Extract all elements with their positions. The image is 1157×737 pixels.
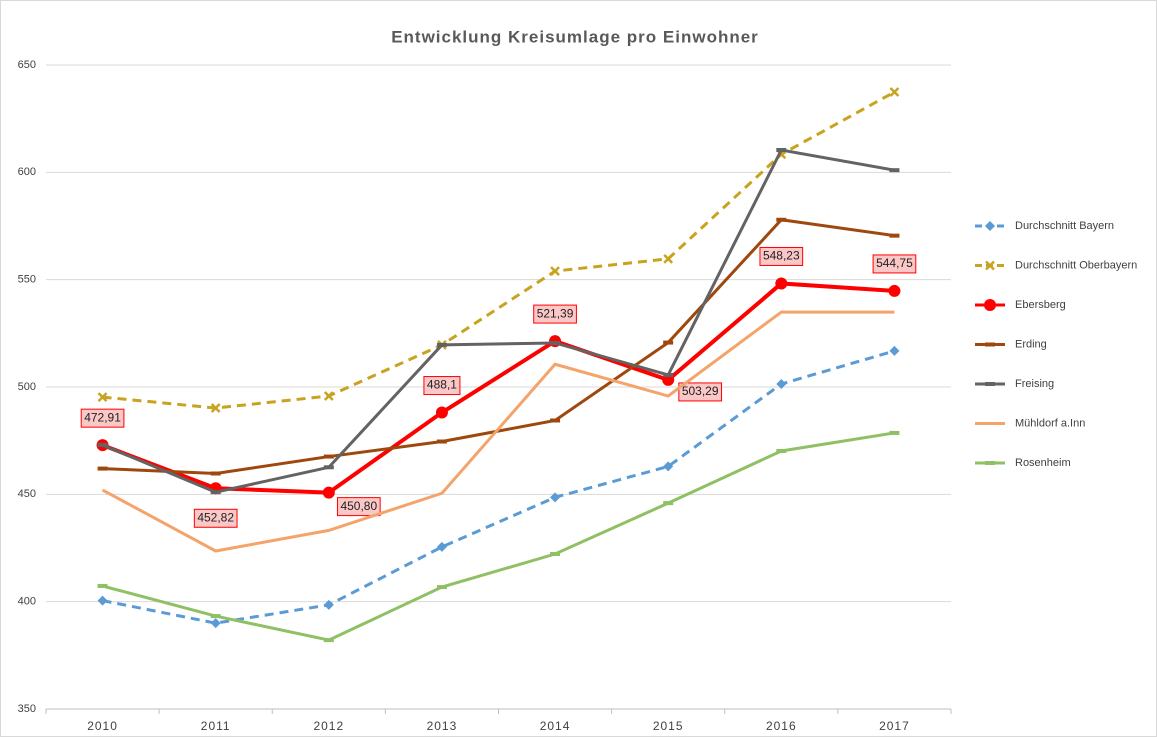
legend-label: Durchschnitt Bayern bbox=[1015, 220, 1114, 232]
x-tick-label: 2011 bbox=[201, 719, 231, 733]
y-tick-label: 550 bbox=[18, 274, 36, 286]
data-label-box bbox=[80, 408, 125, 428]
x-tick-label: 2010 bbox=[87, 719, 118, 733]
series-line bbox=[102, 90, 896, 410]
marker bbox=[550, 266, 560, 276]
legend-entry: Rosenheim bbox=[975, 457, 1071, 469]
marker bbox=[663, 461, 674, 472]
legend-entry: Erding bbox=[975, 338, 1047, 350]
y-tick-label: 600 bbox=[18, 166, 36, 178]
legend-entry: Durchschnitt Oberbayern bbox=[975, 259, 1137, 271]
data-label: 472,91 bbox=[84, 410, 121, 424]
series-line bbox=[102, 431, 895, 642]
marker bbox=[436, 541, 447, 552]
series bbox=[97, 87, 900, 413]
y-tick-label: 450 bbox=[18, 488, 36, 500]
legend-entry: Ebersberg bbox=[975, 299, 1066, 311]
x-tick-label: 2014 bbox=[540, 719, 571, 733]
series bbox=[97, 148, 900, 495]
series-line bbox=[101, 310, 895, 553]
marker bbox=[985, 260, 995, 271]
marker bbox=[776, 378, 787, 389]
data-label-box bbox=[423, 376, 461, 396]
data-label: 521,39 bbox=[537, 306, 574, 320]
data-label-box bbox=[678, 382, 723, 402]
data-label-box bbox=[193, 508, 238, 528]
data-label: 452,82 bbox=[197, 510, 234, 524]
legend-label: Mühldorf a.Inn bbox=[1015, 417, 1085, 429]
data-label: 503,29 bbox=[682, 384, 719, 398]
marker bbox=[984, 299, 996, 311]
marker bbox=[97, 392, 108, 402]
data-label-box bbox=[872, 254, 917, 274]
series bbox=[97, 430, 900, 643]
y-tick-label: 650 bbox=[18, 59, 36, 71]
legend-entry: Mühldorf a.Inn bbox=[975, 417, 1085, 429]
marker bbox=[323, 599, 334, 610]
data-label: 544,75 bbox=[876, 256, 913, 270]
marker bbox=[775, 277, 788, 290]
marker bbox=[889, 345, 900, 356]
x-tick-label: 2017 bbox=[879, 719, 910, 733]
marker bbox=[888, 284, 901, 297]
series bbox=[101, 310, 895, 553]
chart-title: Entwicklung Kreisumlage pro Einwohner bbox=[391, 27, 759, 46]
marker bbox=[97, 595, 108, 606]
marker bbox=[322, 486, 335, 499]
marker bbox=[985, 221, 995, 231]
legend-label: Ebersberg bbox=[1015, 299, 1066, 311]
series bbox=[97, 345, 900, 629]
legend-label: Rosenheim bbox=[1015, 457, 1071, 469]
x-tick-label: 2015 bbox=[653, 719, 684, 733]
marker bbox=[550, 492, 561, 503]
legend-label: Durchschnitt Oberbayern bbox=[1015, 259, 1137, 271]
marker bbox=[210, 403, 221, 413]
marker bbox=[889, 87, 900, 97]
x-tick-label: 2012 bbox=[313, 719, 344, 733]
marker bbox=[323, 391, 334, 401]
y-tick-label: 500 bbox=[18, 381, 36, 393]
y-tick-label: 400 bbox=[18, 596, 36, 608]
legend-label: Erding bbox=[1015, 338, 1047, 350]
y-tick-label: 350 bbox=[18, 703, 36, 715]
marker bbox=[435, 406, 448, 419]
legend-entry: Durchschnitt Bayern bbox=[975, 220, 1114, 232]
data-label-box bbox=[336, 497, 381, 517]
marker bbox=[210, 618, 221, 629]
data-label: 488,1 bbox=[427, 378, 457, 392]
data-label: 450,80 bbox=[340, 499, 377, 513]
x-tick-label: 2013 bbox=[427, 719, 458, 733]
legend-label: Freising bbox=[1015, 378, 1054, 390]
x-tick-label: 2016 bbox=[766, 719, 797, 733]
series-line bbox=[101, 148, 895, 494]
data-label-box bbox=[759, 246, 804, 266]
legend-entry: Freising bbox=[975, 378, 1054, 390]
data-label-box bbox=[533, 304, 577, 324]
marker bbox=[663, 253, 674, 264]
data-label: 548,23 bbox=[763, 249, 800, 263]
